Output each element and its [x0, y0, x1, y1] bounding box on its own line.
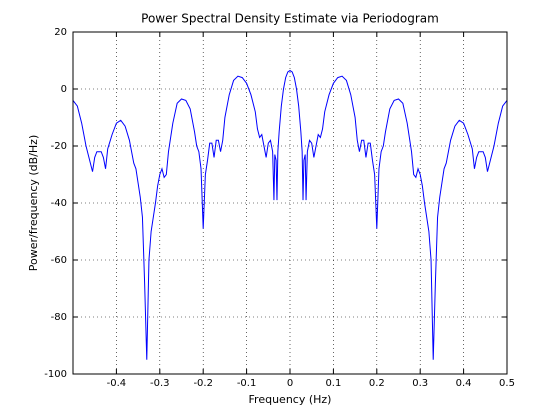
x-tick-label: 0.5 [499, 378, 515, 389]
x-tick-label: -0.4 [107, 378, 127, 389]
y-tick-label: 0 [61, 84, 67, 95]
x-tick-label: -0.2 [193, 378, 213, 389]
chart-title: Power Spectral Density Estimate via Peri… [141, 12, 439, 26]
x-tick-label: 0.2 [369, 378, 385, 389]
x-tick-label: 0.4 [456, 378, 472, 389]
x-tick-label: 0.1 [325, 378, 341, 389]
axes-box [72, 31, 508, 375]
y-tick-label: -80 [51, 312, 67, 323]
x-tick-label: -0.1 [237, 378, 257, 389]
y-tick-label: 20 [54, 27, 67, 38]
x-tick-label: -0.3 [150, 378, 170, 389]
y-axis-label: Power/frequency (dB/Hz) [27, 135, 40, 272]
x-axis-label: Frequency (Hz) [249, 393, 332, 406]
y-tick-label: -100 [44, 369, 67, 380]
x-tick-label: 0.3 [412, 378, 428, 389]
data-line [72, 69, 508, 360]
y-tick-label: -40 [51, 198, 67, 209]
y-tick-label: -20 [51, 141, 67, 152]
x-tick-label: 0 [287, 378, 293, 389]
y-tick-label: -60 [51, 255, 67, 266]
